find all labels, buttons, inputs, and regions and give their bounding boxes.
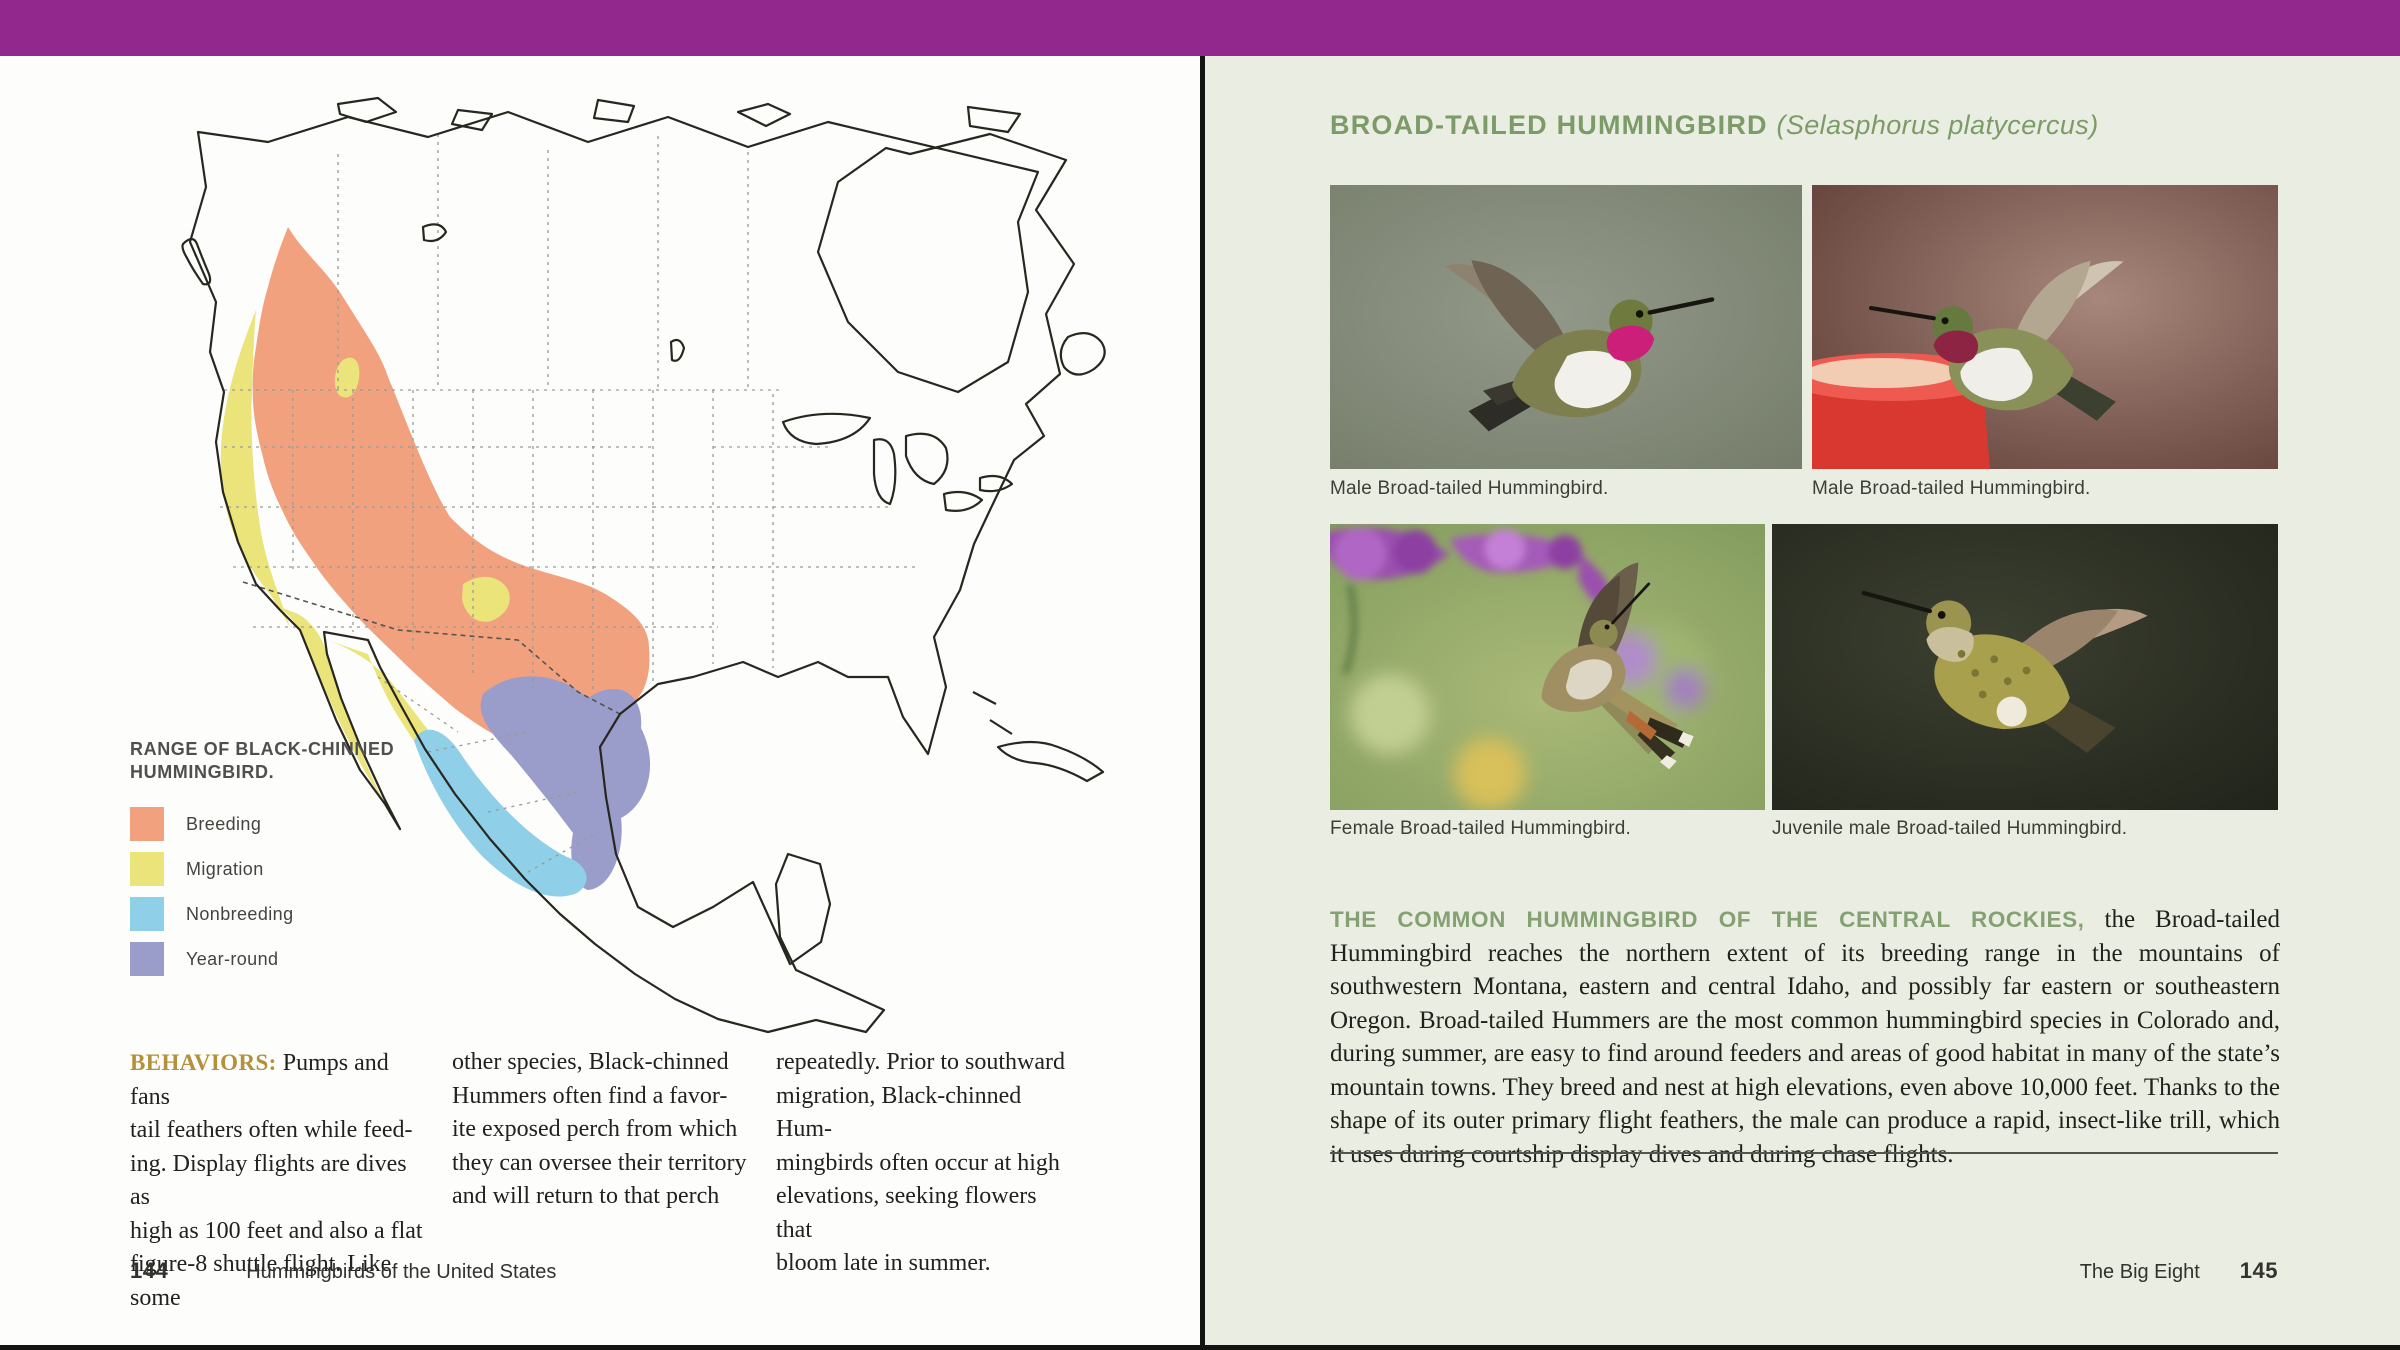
description-text: the Broad-tailed Hummingbird reaches the… bbox=[1330, 906, 2280, 1168]
photo-caption: Male Broad-tailed Hummingbird. bbox=[1812, 478, 2091, 499]
page-gutter bbox=[1200, 56, 1205, 1350]
year-round-swatch bbox=[130, 942, 164, 976]
us-mexico-border bbox=[242, 581, 621, 715]
description-lead-in: THE COMMON HUMMINGBIRD OF THE CENTRAL RO… bbox=[1330, 907, 2085, 932]
page-bottom-edge bbox=[0, 1345, 2400, 1350]
photo-caption: Juvenile male Broad-tailed Hummingbird. bbox=[1772, 818, 2128, 839]
photo-female-broad-tailed bbox=[1330, 524, 1765, 810]
behaviors-text: Pumps and fans bbox=[130, 1050, 389, 1110]
legend-label: Breeding bbox=[186, 813, 262, 834]
legend-label: Year-round bbox=[186, 948, 279, 969]
running-title: The Big Eight bbox=[2079, 1261, 2200, 1283]
behaviors-column-2: other species, Black-chinned Hummers ofte… bbox=[452, 1049, 747, 1209]
page-number: 145 bbox=[2239, 1258, 2278, 1283]
behaviors-column-3: repeatedly. Prior to southward migration,… bbox=[776, 1049, 1066, 1276]
photo-caption: Male Broad-tailed Hummingbird. bbox=[1330, 478, 1609, 499]
behaviors-label: BEHAVIORS: bbox=[130, 1050, 277, 1075]
buddleia-flowers bbox=[1330, 527, 1616, 676]
hummingbird-illustration bbox=[1868, 260, 2124, 421]
top-accent-bar bbox=[0, 0, 2400, 56]
range-migration bbox=[220, 310, 548, 861]
legend-label: Nonbreeding bbox=[186, 903, 294, 924]
right-page-footer: The Big Eight 145 bbox=[2080, 1258, 2278, 1284]
behaviors-column-1: BEHAVIORS: Pumps and fans tail feathers … bbox=[130, 1046, 430, 1315]
species-common-name: BROAD-TAILED HUMMINGBIRD bbox=[1330, 110, 1768, 140]
page-number: 144 bbox=[130, 1258, 169, 1283]
range-breeding bbox=[252, 227, 650, 763]
legend-label: Migration bbox=[186, 858, 264, 879]
map-legend: RANGE OF BLACK-CHINNED HUMMINGBIRD. Breed… bbox=[130, 738, 490, 976]
photo-male-broad-tailed-2 bbox=[1812, 185, 2278, 469]
photo-male-broad-tailed-1 bbox=[1330, 185, 1802, 469]
hummingbird-illustration bbox=[1445, 260, 1715, 432]
state-borders bbox=[220, 134, 918, 873]
species-description: THE COMMON HUMMINGBIRD OF THE CENTRAL RO… bbox=[1330, 903, 2280, 1171]
migration-swatch bbox=[130, 852, 164, 886]
breeding-swatch bbox=[130, 807, 164, 841]
running-title: Hummingbirds of the United States bbox=[246, 1261, 557, 1283]
behaviors-text: tail feathers often while feed-ing. Disp… bbox=[130, 1117, 423, 1311]
species-latin-name: (Selasphorus platycercus) bbox=[1776, 110, 2099, 140]
hummingbird-illustration bbox=[1861, 590, 2148, 753]
section-divider-rule bbox=[1330, 1152, 2278, 1154]
legend-row-year-round: Year-round bbox=[130, 942, 490, 976]
species-heading: BROAD-TAILED HUMMINGBIRD (Selasphorus pl… bbox=[1330, 110, 2099, 141]
legend-row-breeding: Breeding bbox=[130, 807, 490, 841]
left-page-footer: 144 Hummingbirds of the United States bbox=[130, 1258, 556, 1284]
hummingbird-illustration bbox=[1541, 562, 1694, 770]
feeder bbox=[1812, 353, 2000, 469]
legend-title: RANGE OF BLACK-CHINNED HUMMINGBIRD. bbox=[130, 739, 395, 782]
range-year-round bbox=[480, 676, 651, 890]
photo-caption: Female Broad-tailed Hummingbird. bbox=[1330, 818, 1632, 839]
photo-juvenile-male-broad-tailed bbox=[1772, 524, 2278, 810]
continent-outline bbox=[181, 96, 1106, 1034]
legend-row-nonbreeding: Nonbreeding bbox=[130, 897, 490, 931]
legend-row-migration: Migration bbox=[130, 852, 490, 886]
range-map-north-america bbox=[181, 96, 1106, 1034]
range-nonbreeding bbox=[414, 729, 587, 897]
nonbreeding-swatch bbox=[130, 897, 164, 931]
